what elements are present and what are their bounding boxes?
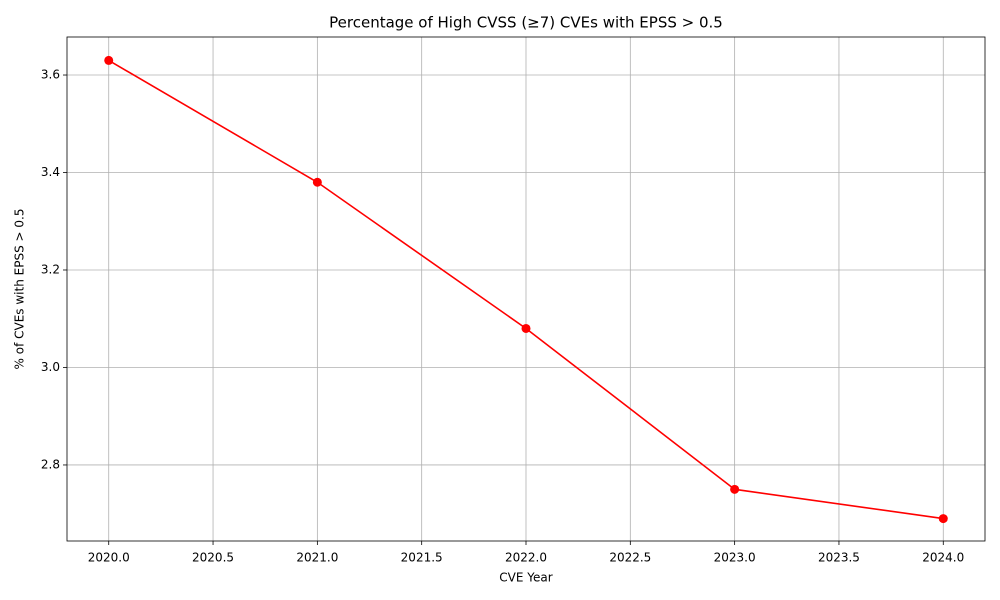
y-tick-label: 3.4 [41,165,60,179]
point [312,177,322,187]
chart-title: Percentage of High CVSS (≥7) CVEs with E… [329,14,723,32]
point [938,514,948,524]
x-tick-label: 2020.5 [192,551,234,565]
x-tick-label: 2023.5 [818,551,860,565]
x-tick-label: 2020.0 [88,551,130,565]
y-tick-label: 3.6 [41,68,60,82]
point [104,55,114,65]
plot-frame [66,36,986,542]
x-tick-label: 2021.5 [401,551,443,565]
x-tick-label: 2023.0 [714,551,756,565]
y-tick-label: 3.2 [41,262,60,276]
y-axis-label: % of CVEs with EPSS > 0.5 [13,209,27,370]
point [521,323,531,333]
x-tick-label: 2024.0 [922,551,964,565]
x-tick-label: 2022.5 [609,551,651,565]
x-axis-label: CVE Year [499,571,552,585]
y-tick-label: 3.0 [41,360,60,374]
point [730,484,740,494]
x-tick-label: 2022.0 [505,551,547,565]
x-tick-label: 2021.0 [296,551,338,565]
y-tick-label: 2.8 [41,457,60,471]
